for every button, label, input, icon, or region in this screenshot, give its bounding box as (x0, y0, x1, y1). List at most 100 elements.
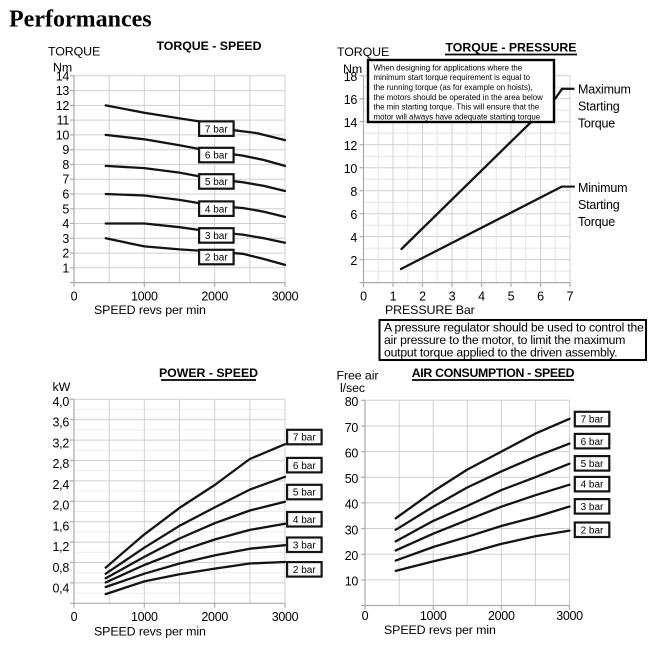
svg-text:l/sec: l/sec (340, 381, 365, 395)
svg-text:4: 4 (350, 231, 357, 245)
svg-text:4,0: 4,0 (53, 395, 70, 409)
svg-text:1000: 1000 (131, 290, 158, 304)
svg-text:14: 14 (56, 69, 70, 83)
svg-text:the min starting torque. This: the min starting torque. This will ensur… (374, 103, 540, 112)
svg-text:7 bar: 7 bar (205, 124, 228, 135)
svg-text:Nm: Nm (343, 62, 362, 76)
svg-text:10: 10 (345, 575, 359, 589)
svg-text:6 bar: 6 bar (293, 461, 316, 472)
svg-text:5 bar: 5 bar (581, 459, 604, 470)
svg-text:2,8: 2,8 (53, 457, 70, 471)
svg-text:minimum start torque requireme: minimum start torque requirement is equa… (374, 73, 531, 82)
svg-text:POWER - SPEED: POWER - SPEED (159, 366, 258, 380)
svg-text:0: 0 (71, 290, 78, 304)
svg-text:air pressure to the motor, to: air pressure to the motor, to limit the … (384, 333, 625, 347)
svg-text:the motors should be operated: the motors should be operated in the are… (374, 93, 544, 102)
svg-text:12: 12 (56, 99, 70, 113)
svg-text:3 bar: 3 bar (293, 540, 316, 551)
svg-text:TORQUE - PRESSURE: TORQUE - PRESSURE (446, 41, 577, 55)
svg-text:3,6: 3,6 (53, 416, 70, 430)
svg-text:2: 2 (62, 247, 69, 261)
svg-text:Torque: Torque (578, 117, 615, 131)
svg-text:30: 30 (345, 523, 359, 537)
svg-text:4 bar: 4 bar (293, 515, 316, 526)
svg-text:TORQUE: TORQUE (48, 45, 100, 59)
svg-text:Minimum: Minimum (578, 181, 627, 195)
svg-text:6 bar: 6 bar (205, 151, 228, 162)
svg-text:2000: 2000 (488, 609, 515, 623)
svg-text:2,4: 2,4 (53, 478, 70, 492)
svg-text:7: 7 (567, 290, 574, 304)
svg-text:the running torque (as for exa: the running torque (as for example on ho… (374, 83, 533, 92)
svg-text:50: 50 (345, 472, 359, 486)
svg-text:Maximum: Maximum (578, 83, 631, 97)
svg-text:1,6: 1,6 (53, 520, 70, 534)
svg-text:2: 2 (350, 254, 357, 268)
svg-text:10: 10 (56, 128, 70, 142)
svg-text:4: 4 (62, 217, 69, 231)
svg-text:3000: 3000 (272, 610, 299, 624)
svg-text:0,4: 0,4 (53, 582, 70, 596)
svg-text:1000: 1000 (420, 609, 447, 623)
svg-text:SPEED revs per min: SPEED revs per min (94, 625, 206, 639)
svg-text:Free air: Free air (337, 369, 379, 383)
svg-text:5 bar: 5 bar (205, 177, 228, 188)
svg-text:A pressure regulator should be: A pressure regulator should be used to c… (384, 321, 644, 335)
svg-text:6: 6 (62, 188, 69, 202)
svg-text:60: 60 (345, 446, 359, 460)
svg-text:4 bar: 4 bar (581, 480, 604, 491)
svg-text:3000: 3000 (556, 609, 583, 623)
svg-text:0,8: 0,8 (53, 561, 70, 575)
svg-text:TORQUE: TORQUE (337, 45, 389, 59)
svg-text:3: 3 (449, 290, 456, 304)
svg-text:kW: kW (53, 380, 71, 394)
svg-text:motor will always have adequat: motor will always have adequate starting… (374, 113, 541, 122)
svg-text:5: 5 (62, 202, 69, 216)
svg-text:When designing for application: When designing for applications where th… (374, 63, 523, 72)
svg-text:0: 0 (360, 290, 367, 304)
svg-text:1: 1 (390, 290, 397, 304)
svg-text:3 bar: 3 bar (205, 231, 228, 242)
svg-text:4 bar: 4 bar (205, 204, 228, 215)
svg-text:2: 2 (419, 290, 426, 304)
svg-text:AIR CONSUMPTION - SPEED: AIR CONSUMPTION - SPEED (412, 366, 575, 380)
svg-text:14: 14 (344, 116, 358, 130)
svg-text:TORQUE - SPEED: TORQUE - SPEED (157, 39, 262, 53)
svg-text:11: 11 (57, 114, 70, 128)
svg-text:7: 7 (62, 173, 69, 187)
svg-text:Performances: Performances (9, 7, 152, 33)
svg-text:3,2: 3,2 (53, 436, 70, 450)
svg-text:1000: 1000 (131, 610, 158, 624)
svg-text:SPEED revs per min: SPEED revs per min (384, 623, 496, 637)
svg-text:3: 3 (62, 232, 69, 246)
svg-text:2000: 2000 (201, 610, 228, 624)
svg-text:Starting: Starting (578, 198, 620, 212)
svg-text:output torque applied to the d: output torque applied to the driven asse… (384, 346, 617, 360)
svg-text:SPEED revs per min: SPEED revs per min (94, 303, 206, 317)
svg-text:3 bar: 3 bar (581, 502, 604, 513)
svg-text:9: 9 (62, 143, 69, 157)
svg-text:8: 8 (62, 158, 69, 172)
svg-text:2,0: 2,0 (53, 499, 70, 513)
svg-text:1: 1 (62, 261, 69, 275)
svg-text:10: 10 (344, 162, 358, 176)
svg-text:0: 0 (362, 609, 369, 623)
svg-text:Starting: Starting (578, 100, 620, 114)
svg-text:5: 5 (508, 290, 515, 304)
svg-text:2 bar: 2 bar (581, 525, 604, 536)
svg-text:5 bar: 5 bar (293, 488, 316, 499)
svg-text:6 bar: 6 bar (581, 437, 604, 448)
svg-text:18: 18 (344, 70, 358, 84)
svg-text:2000: 2000 (201, 290, 228, 304)
svg-text:1,2: 1,2 (53, 540, 70, 554)
svg-text:7 bar: 7 bar (581, 415, 604, 426)
svg-text:3000: 3000 (272, 290, 299, 304)
svg-text:0: 0 (71, 610, 78, 624)
svg-text:2 bar: 2 bar (293, 565, 316, 576)
svg-text:6: 6 (537, 290, 544, 304)
svg-text:PRESSURE Bar: PRESSURE Bar (385, 303, 475, 317)
svg-text:13: 13 (56, 84, 70, 98)
svg-text:16: 16 (344, 93, 358, 107)
svg-text:Torque: Torque (578, 215, 615, 229)
svg-text:2 bar: 2 bar (205, 253, 228, 264)
